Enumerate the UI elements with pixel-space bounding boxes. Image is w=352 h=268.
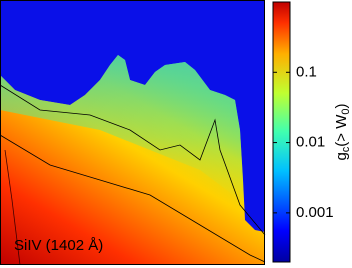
colorbar-label-part: g — [333, 152, 350, 160]
contour-line — [0, 134, 266, 263]
heatmap-image — [0, 0, 266, 266]
colorbar-tick-label: 0.001 — [296, 204, 334, 221]
colorbar-label-part: c — [340, 146, 352, 152]
contour-line — [4, 149, 21, 266]
colorbar — [272, 1, 291, 263]
annotation: SiIV (1402 Å) — [14, 237, 103, 254]
plot-frame — [0, 0, 265, 265]
colorbar-label-part: 0 — [340, 108, 352, 114]
colorbar-tick-label: 0.1 — [296, 63, 317, 80]
colorbar-label-part: (> W — [333, 114, 350, 147]
colorbar-label: gc(> W0) — [333, 103, 352, 160]
heatmap-mound — [0, 55, 245, 220]
colorbar-tick-label: 0.01 — [296, 134, 325, 151]
contour-line — [0, 84, 266, 236]
colorbar-label-part: ) — [333, 103, 350, 108]
